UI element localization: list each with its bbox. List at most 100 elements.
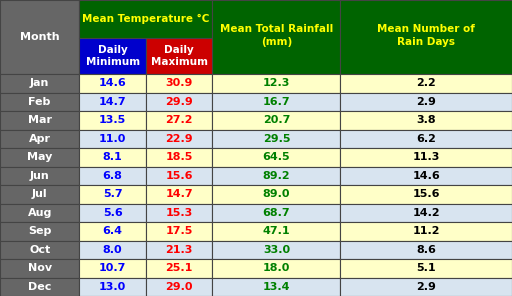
- Text: 27.2: 27.2: [165, 115, 193, 125]
- Bar: [212, 185, 340, 204]
- Text: 29.9: 29.9: [165, 97, 193, 107]
- Text: Minimum: Minimum: [86, 57, 140, 67]
- Text: Mean Temperature °C: Mean Temperature °C: [82, 14, 209, 24]
- Text: 2.9: 2.9: [416, 97, 436, 107]
- Text: 14.6: 14.6: [99, 78, 126, 88]
- Bar: [212, 130, 340, 148]
- Text: 15.6: 15.6: [413, 189, 440, 199]
- Bar: [340, 74, 512, 92]
- Text: Mean Number of: Mean Number of: [377, 24, 475, 34]
- Bar: [212, 0, 340, 74]
- Bar: [146, 222, 212, 240]
- Bar: [340, 222, 512, 240]
- Text: 15.6: 15.6: [165, 171, 193, 181]
- Bar: [79, 38, 146, 74]
- Text: 3.8: 3.8: [416, 115, 436, 125]
- Text: 64.5: 64.5: [263, 152, 290, 162]
- Text: 14.6: 14.6: [412, 171, 440, 181]
- Bar: [0, 166, 79, 185]
- Bar: [146, 166, 212, 185]
- Text: 8.6: 8.6: [416, 245, 436, 255]
- Bar: [0, 130, 79, 148]
- Text: Sep: Sep: [28, 226, 51, 236]
- Text: 15.3: 15.3: [165, 208, 193, 218]
- Bar: [340, 148, 512, 166]
- Text: 22.9: 22.9: [165, 134, 193, 144]
- Bar: [79, 74, 146, 92]
- Text: 5.7: 5.7: [103, 189, 122, 199]
- Bar: [212, 278, 340, 296]
- Bar: [79, 240, 146, 259]
- Bar: [146, 204, 212, 222]
- Text: Month: Month: [20, 32, 59, 42]
- Bar: [212, 222, 340, 240]
- Text: 6.8: 6.8: [103, 171, 122, 181]
- Text: Rain Days: Rain Days: [397, 37, 455, 47]
- Text: 21.3: 21.3: [165, 245, 193, 255]
- Text: 6.4: 6.4: [102, 226, 123, 236]
- Bar: [212, 166, 340, 185]
- Bar: [0, 185, 79, 204]
- Bar: [146, 74, 212, 92]
- Text: 25.1: 25.1: [165, 263, 193, 273]
- Bar: [79, 0, 212, 38]
- Bar: [79, 130, 146, 148]
- Bar: [0, 222, 79, 240]
- Bar: [0, 204, 79, 222]
- Text: 8.0: 8.0: [103, 245, 122, 255]
- Bar: [0, 278, 79, 296]
- Bar: [212, 74, 340, 92]
- Bar: [79, 259, 146, 278]
- Bar: [0, 240, 79, 259]
- Text: 47.1: 47.1: [263, 226, 290, 236]
- Text: Mar: Mar: [28, 115, 52, 125]
- Text: 14.2: 14.2: [413, 208, 440, 218]
- Bar: [0, 111, 79, 130]
- Bar: [212, 259, 340, 278]
- Text: 13.4: 13.4: [263, 282, 290, 292]
- Bar: [146, 259, 212, 278]
- Bar: [146, 148, 212, 166]
- Bar: [0, 92, 79, 111]
- Bar: [79, 185, 146, 204]
- Bar: [340, 259, 512, 278]
- Bar: [340, 185, 512, 204]
- Bar: [79, 92, 146, 111]
- Text: 30.9: 30.9: [165, 78, 193, 88]
- Bar: [340, 92, 512, 111]
- Bar: [0, 259, 79, 278]
- Bar: [146, 240, 212, 259]
- Text: 2.2: 2.2: [416, 78, 436, 88]
- Bar: [212, 111, 340, 130]
- Text: May: May: [27, 152, 52, 162]
- Text: 5.6: 5.6: [103, 208, 122, 218]
- Text: Jun: Jun: [30, 171, 50, 181]
- Bar: [146, 92, 212, 111]
- Bar: [212, 148, 340, 166]
- Text: 10.7: 10.7: [99, 263, 126, 273]
- Bar: [146, 111, 212, 130]
- Text: 14.7: 14.7: [165, 189, 193, 199]
- Bar: [340, 278, 512, 296]
- Bar: [0, 148, 79, 166]
- Text: Apr: Apr: [29, 134, 51, 144]
- Bar: [212, 240, 340, 259]
- Bar: [146, 185, 212, 204]
- Text: 18.5: 18.5: [165, 152, 193, 162]
- Text: 5.1: 5.1: [416, 263, 436, 273]
- Text: 68.7: 68.7: [263, 208, 290, 218]
- Bar: [340, 166, 512, 185]
- Text: Dec: Dec: [28, 282, 51, 292]
- Text: 14.7: 14.7: [99, 97, 126, 107]
- Text: Jan: Jan: [30, 78, 49, 88]
- Text: 11.3: 11.3: [413, 152, 440, 162]
- Text: Feb: Feb: [29, 97, 51, 107]
- Bar: [79, 204, 146, 222]
- Bar: [0, 74, 79, 92]
- Bar: [146, 130, 212, 148]
- Text: 13.0: 13.0: [99, 282, 126, 292]
- Text: 33.0: 33.0: [263, 245, 290, 255]
- Text: 29.0: 29.0: [165, 282, 193, 292]
- Text: 17.5: 17.5: [165, 226, 193, 236]
- Bar: [340, 130, 512, 148]
